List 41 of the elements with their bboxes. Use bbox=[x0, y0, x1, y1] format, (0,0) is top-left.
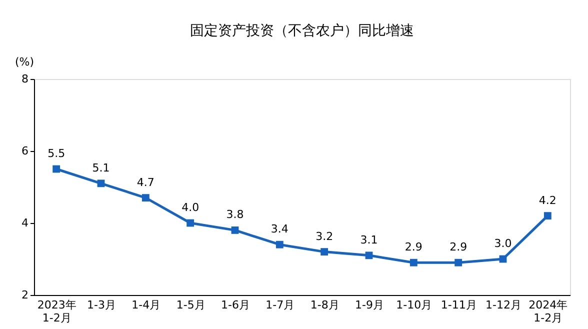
data-label: 2.9 bbox=[450, 240, 468, 254]
point bbox=[186, 219, 194, 227]
point bbox=[544, 212, 552, 220]
data-label: 3.2 bbox=[316, 230, 334, 243]
point bbox=[231, 226, 239, 234]
point bbox=[52, 165, 60, 173]
point bbox=[142, 194, 150, 202]
point bbox=[454, 258, 462, 266]
x-tick-label: 1-8月 bbox=[310, 298, 340, 312]
data-label: 3.0 bbox=[494, 237, 512, 250]
data-label: 2.9 bbox=[404, 240, 422, 254]
data-label: 3.8 bbox=[226, 208, 244, 222]
data-label: 3.1 bbox=[360, 233, 378, 246]
data-label: 4.0 bbox=[182, 201, 200, 214]
y-tick-label: 2 bbox=[22, 288, 28, 302]
data-label: 5.1 bbox=[92, 161, 110, 174]
data-label: 3.4 bbox=[270, 222, 288, 236]
x-tick-label: 1-12月 bbox=[486, 298, 522, 312]
x-tick-label: 1-3月 bbox=[87, 298, 116, 312]
point bbox=[365, 252, 373, 260]
x-tick-label: 2024年 1-2月 bbox=[528, 298, 568, 324]
point bbox=[320, 248, 328, 256]
chart-title: 固定资产投资（不含农户）同比增速 bbox=[190, 23, 414, 39]
x-tick-label: 1-10月 bbox=[396, 298, 432, 312]
x-tick-label: 1-9月 bbox=[355, 298, 384, 312]
point bbox=[97, 180, 105, 188]
data-label: 4.2 bbox=[538, 194, 556, 207]
data-label: 5.5 bbox=[48, 147, 66, 160]
x-tick-label: 1-4月 bbox=[132, 298, 161, 312]
x-tick-label: 2023年 1-2月 bbox=[37, 298, 76, 324]
point bbox=[276, 240, 284, 248]
x-tick-label: 1-6月 bbox=[221, 298, 250, 312]
x-tick-label: 1-7月 bbox=[266, 298, 295, 312]
x-tick-label: 1-11月 bbox=[440, 298, 477, 312]
y-tick-label: 8 bbox=[22, 72, 28, 86]
y-tick-label: 6 bbox=[22, 144, 28, 158]
data-label: 4.7 bbox=[136, 176, 154, 189]
x-tick-label: 1-5月 bbox=[176, 298, 206, 312]
y-axis-title: (%) bbox=[14, 56, 34, 68]
point bbox=[410, 258, 418, 266]
y-tick-label: 4 bbox=[22, 216, 28, 230]
